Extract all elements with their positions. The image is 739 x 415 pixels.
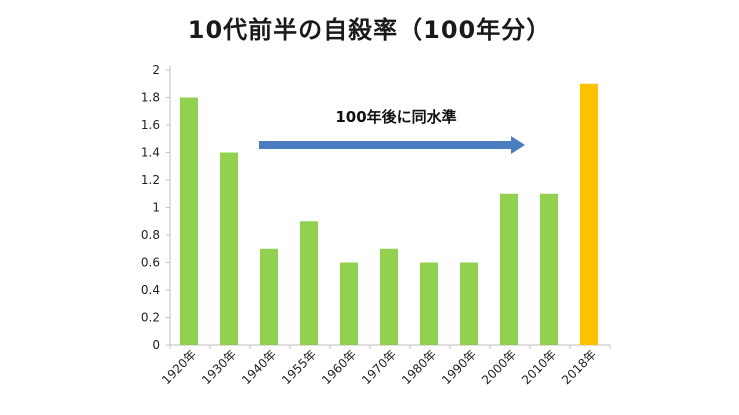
x-tick-label: 1960年 — [319, 347, 359, 387]
annotation-arrow-shaft — [259, 141, 513, 149]
bar-1960年 — [340, 262, 358, 345]
x-tick-label: 2010年 — [519, 347, 559, 387]
y-tick-label: 1.4 — [141, 146, 160, 160]
x-tick-label: 1930年 — [199, 347, 239, 387]
bar-1970年 — [380, 248, 398, 345]
bar-1990年 — [460, 262, 478, 345]
y-tick-label: 1.6 — [141, 118, 160, 132]
bar-2018年 — [580, 83, 598, 345]
bar-2010年 — [540, 193, 558, 345]
x-tick-label: 1970年 — [359, 347, 399, 387]
y-tick-label: 2 — [152, 63, 160, 77]
y-tick-label: 0.8 — [141, 228, 160, 242]
annotation-text: 100年後に同水準 — [335, 108, 456, 126]
annotation-arrow-head — [511, 136, 525, 154]
bar-1930年 — [220, 152, 238, 345]
bar-1940年 — [260, 248, 278, 345]
x-tick-label: 2018年 — [559, 347, 599, 387]
bar-1955年 — [300, 221, 318, 345]
x-tick-label: 1980年 — [399, 347, 439, 387]
y-tick-label: 0.6 — [141, 256, 160, 270]
x-tick-label: 1920年 — [159, 347, 199, 387]
y-tick-label: 0.2 — [141, 311, 160, 325]
y-tick-label: 0 — [152, 338, 160, 352]
bar-1980年 — [420, 262, 438, 345]
x-tick-label: 1990年 — [439, 347, 479, 387]
bar-2000年 — [500, 193, 518, 345]
x-tick-label: 1940年 — [239, 347, 279, 387]
bar-1920年 — [180, 97, 198, 345]
y-tick-label: 1.8 — [141, 91, 160, 105]
y-tick-label: 1.2 — [141, 173, 160, 187]
y-tick-label: 0.4 — [141, 283, 160, 297]
x-tick-label: 1955年 — [279, 347, 319, 387]
x-tick-label: 2000年 — [479, 347, 519, 387]
chart-title: 10代前半の自殺率（100年分） — [187, 16, 552, 44]
y-tick-label: 1 — [152, 201, 160, 215]
